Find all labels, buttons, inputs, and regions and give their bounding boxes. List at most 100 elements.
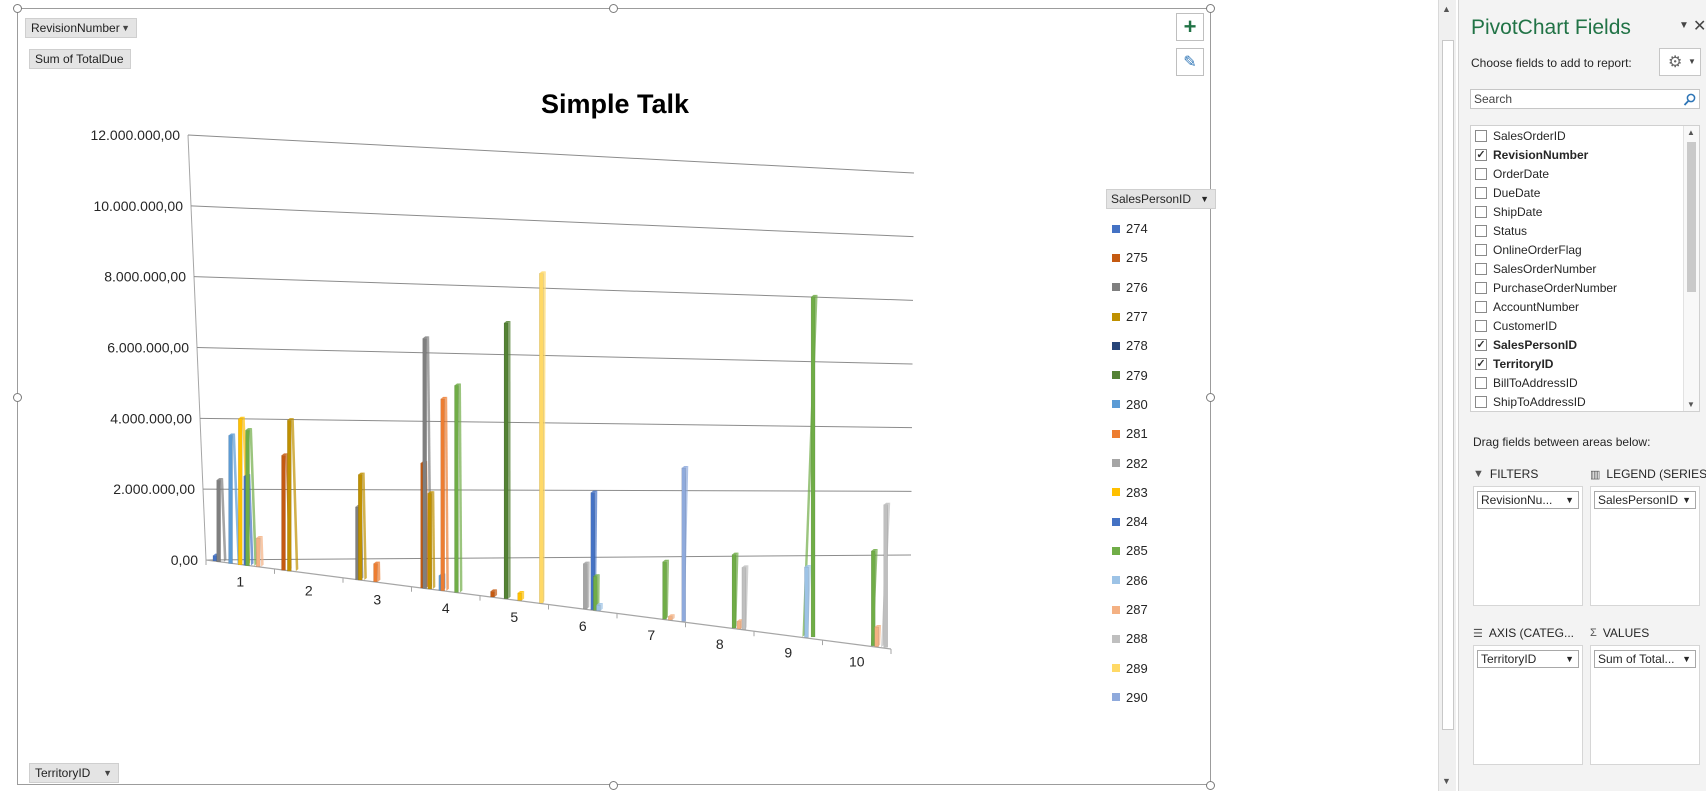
bar-side (220, 478, 227, 562)
scroll-up-icon[interactable]: ▲ (1442, 4, 1451, 14)
legend-entry[interactable]: 277 (1112, 302, 1148, 331)
legend-drop-zone[interactable]: SalesPersonID ▼ (1590, 486, 1700, 606)
bar (454, 385, 459, 593)
close-icon[interactable]: ✕ (1693, 18, 1706, 35)
field-list-scrollbar[interactable]: ▲ ▼ (1683, 126, 1699, 411)
field-checkbox[interactable] (1475, 300, 1487, 313)
values-drop-zone[interactable]: Sum of Total... ▼ (1590, 645, 1700, 765)
field-checkbox[interactable] (1475, 243, 1487, 256)
chart-title[interactable]: Simple Talk (540, 89, 690, 119)
legend-entry[interactable]: 278 (1112, 331, 1148, 360)
axis-area-label: AXIS (CATEG... (1488, 626, 1574, 640)
field-item[interactable]: AccountNumber (1471, 297, 1699, 316)
legend-field-button[interactable]: SalesPersonID ▼ (1106, 189, 1216, 209)
resize-handle[interactable] (609, 4, 618, 13)
resize-handle[interactable] (609, 781, 618, 790)
field-checkbox[interactable] (1475, 376, 1487, 389)
drag-fields-label: Drag fields between areas below: (1473, 435, 1651, 449)
legend-entry[interactable]: 286 (1112, 566, 1148, 595)
field-item[interactable]: SalesOrderID (1471, 126, 1699, 145)
field-item[interactable]: BillToAddressID (1471, 373, 1699, 392)
axis-drop-zone[interactable]: TerritoryID ▼ (1473, 645, 1583, 765)
tools-button[interactable]: ⚙ ▼ (1659, 48, 1701, 76)
values-field-dropdown[interactable]: Sum of Total... ▼ (1594, 650, 1696, 668)
gridline (205, 554, 912, 561)
filter-field-button[interactable]: RevisionNumber ▼ (25, 18, 137, 38)
filters-drop-zone[interactable]: RevisionNu... ▼ (1473, 486, 1583, 606)
legend-entry[interactable]: 284 (1112, 507, 1148, 536)
y-tick-label: 6.000.000,00 (107, 340, 189, 356)
pane-options-icon[interactable]: ▼ (1679, 20, 1689, 31)
legend-entry[interactable]: 275 (1112, 243, 1148, 272)
bar (883, 504, 888, 648)
legend-entry[interactable]: 287 (1112, 595, 1148, 624)
axis-field-dropdown[interactable]: TerritoryID ▼ (1477, 650, 1579, 668)
values-area: Σ VALUES Sum of Total... ▼ (1590, 621, 1700, 766)
pivotchart-fields-pane: PivotChart Fields ▼ ✕ Choose fields to a… (1458, 0, 1706, 791)
field-checkbox[interactable] (1475, 186, 1487, 199)
bar-top (503, 320, 511, 323)
scroll-up-icon[interactable]: ▲ (1687, 128, 1695, 137)
field-item[interactable]: ✓ RevisionNumber (1471, 145, 1699, 164)
legend-entry[interactable]: 288 (1112, 624, 1148, 653)
resize-handle[interactable] (13, 393, 22, 402)
chart-styles-button[interactable]: ✎ (1176, 48, 1204, 76)
field-checkbox[interactable] (1475, 262, 1487, 275)
field-label: ShipDate (1493, 204, 1543, 219)
scrollbar-thumb[interactable] (1442, 40, 1454, 730)
field-item[interactable]: OnlineOrderFlag (1471, 240, 1699, 259)
field-checkbox[interactable] (1475, 167, 1487, 180)
sheet-vertical-scrollbar[interactable]: ▲ ▼ (1438, 0, 1456, 791)
field-checkbox[interactable] (1475, 224, 1487, 237)
legend-swatch (1112, 253, 1120, 262)
field-item[interactable]: PurchaseOrderNumber (1471, 278, 1699, 297)
field-checkbox[interactable] (1475, 395, 1487, 408)
field-checkbox[interactable]: ✓ (1475, 148, 1487, 161)
legend-entry[interactable]: 283 (1112, 478, 1148, 507)
legend-field-dropdown[interactable]: SalesPersonID ▼ (1594, 491, 1696, 509)
field-checkbox[interactable] (1475, 319, 1487, 332)
legend-entry[interactable]: 276 (1112, 273, 1148, 302)
field-item[interactable]: DueDate (1471, 183, 1699, 202)
filters-field-dropdown[interactable]: RevisionNu... ▼ (1477, 491, 1579, 509)
field-checkbox[interactable]: ✓ (1475, 338, 1487, 351)
gear-icon: ⚙ (1668, 54, 1683, 71)
scroll-down-icon[interactable]: ▼ (1687, 400, 1695, 409)
resize-handle[interactable] (1206, 393, 1215, 402)
field-checkbox[interactable] (1475, 281, 1487, 294)
field-item[interactable]: SalesOrderNumber (1471, 259, 1699, 278)
scroll-down-icon[interactable]: ▼ (1442, 776, 1451, 786)
resize-handle[interactable] (13, 4, 22, 13)
field-item[interactable]: Status (1471, 221, 1699, 240)
legend-entry[interactable]: 289 (1112, 653, 1148, 682)
field-checkbox[interactable] (1475, 205, 1487, 218)
field-item[interactable]: ShipDate (1471, 202, 1699, 221)
legend-entry[interactable]: 279 (1112, 360, 1148, 389)
legend-entry[interactable]: 281 (1112, 419, 1148, 448)
legend-entry[interactable]: 285 (1112, 536, 1148, 565)
search-input[interactable]: Search (1470, 89, 1700, 109)
legend-entry[interactable]: 282 (1112, 448, 1148, 477)
field-item[interactable]: ✓ SalesPersonID (1471, 335, 1699, 354)
search-icon[interactable] (1683, 93, 1696, 106)
legend-entry[interactable]: 290 (1112, 683, 1148, 712)
chart-plot: 12.000.000,0010.000.000,008.000.000,006.… (90, 127, 915, 670)
field-item[interactable]: CustomerID (1471, 316, 1699, 335)
pane-title: PivotChart Fields (1471, 16, 1631, 39)
chart-elements-button[interactable]: + (1176, 13, 1204, 41)
axis-field-button[interactable]: TerritoryID ▼ (29, 763, 119, 783)
resize-handle[interactable] (1206, 781, 1215, 790)
scrollbar-thumb[interactable] (1687, 142, 1696, 292)
legend-entry[interactable]: 280 (1112, 390, 1148, 419)
legend-label: 288 (1126, 631, 1148, 647)
field-item[interactable]: ShipToAddressID (1471, 392, 1699, 411)
resize-handle[interactable] (1206, 4, 1215, 13)
field-item[interactable]: OrderDate (1471, 164, 1699, 183)
field-checkbox[interactable]: ✓ (1475, 357, 1487, 370)
field-checkbox[interactable] (1475, 129, 1487, 142)
pivot-chart-area[interactable]: 12.000.000,00 10.000.000,00 8.000.000,00 6.… (17, 8, 1216, 785)
legend-swatch (1112, 517, 1120, 526)
legend-entry[interactable]: 274 (1112, 214, 1148, 243)
field-item[interactable]: ✓ TerritoryID (1471, 354, 1699, 373)
values-field-button[interactable]: Sum of TotalDue (29, 49, 131, 69)
